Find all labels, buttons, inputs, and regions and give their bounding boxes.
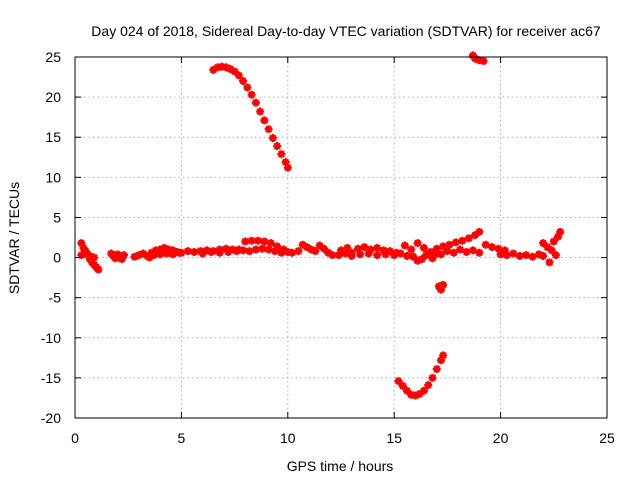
y-tick-label: -5	[49, 290, 62, 306]
data-point	[414, 239, 422, 247]
data-point	[269, 134, 277, 142]
data-point	[480, 57, 488, 65]
data-point	[420, 244, 428, 252]
x-tick-label: 15	[386, 430, 402, 446]
data-point	[260, 238, 268, 246]
y-tick-label: 10	[45, 169, 61, 185]
data-point	[94, 266, 102, 274]
data-point	[260, 116, 268, 124]
data-point	[539, 252, 547, 260]
data-point	[546, 258, 554, 266]
data-points	[77, 51, 564, 399]
y-tick-label: 25	[45, 49, 61, 65]
data-point	[120, 251, 128, 259]
y-tick-label: -15	[41, 370, 61, 386]
grid	[75, 57, 607, 418]
data-point	[243, 83, 251, 91]
data-point	[556, 228, 564, 236]
data-point	[207, 248, 215, 256]
data-point	[488, 243, 496, 251]
y-tick-label: 0	[53, 250, 61, 266]
series-positive-excursion	[209, 51, 487, 171]
y-tick-label: -10	[41, 330, 61, 346]
x-axis-title: GPS time / hours	[287, 458, 394, 474]
data-point	[256, 108, 264, 116]
series-near-zero-band	[77, 228, 564, 274]
axis-ticks: 0 5 10 15 20 25 -20 -15 -10 -5 0 5 10 15 20 25	[41, 49, 615, 446]
plot-frame	[75, 57, 607, 418]
data-point	[245, 247, 253, 255]
data-point	[373, 251, 381, 259]
data-point	[429, 374, 437, 382]
x-tick-label: 10	[280, 430, 296, 446]
data-point	[365, 250, 373, 258]
y-tick-label: 20	[45, 89, 61, 105]
data-point	[90, 254, 98, 262]
x-tick-label: 25	[599, 430, 615, 446]
data-point	[265, 246, 273, 254]
data-point	[433, 365, 441, 373]
data-point	[503, 251, 511, 259]
data-point	[382, 250, 390, 258]
data-point	[390, 251, 398, 259]
x-tick-label: 0	[71, 430, 79, 446]
data-point	[277, 150, 285, 158]
data-point	[463, 248, 471, 256]
data-point	[439, 351, 447, 359]
data-point	[552, 251, 560, 259]
data-point	[348, 252, 356, 260]
sdtvar-chart: 0 5 10 15 20 25 -20 -15 -10 -5 0 5 10 15 20 25 Day 024 …	[0, 0, 640, 480]
y-tick-label: 5	[53, 209, 61, 225]
data-point	[273, 142, 281, 150]
data-point	[277, 249, 285, 257]
data-point	[407, 246, 415, 254]
x-tick-label: 5	[178, 430, 186, 446]
data-point	[424, 381, 432, 389]
y-axis-title: SDTVAR / TECUs	[6, 182, 22, 294]
y-tick-label: -20	[41, 410, 61, 426]
data-point	[248, 91, 256, 99]
x-tick-label: 20	[493, 430, 509, 446]
data-point	[169, 250, 177, 258]
data-point	[288, 249, 296, 257]
data-point	[522, 251, 530, 259]
data-point	[265, 125, 273, 133]
data-point	[224, 248, 232, 256]
data-point	[252, 99, 260, 107]
y-tick-label: 15	[45, 129, 61, 145]
chart-title: Day 024 of 2018, Sidereal Day-to-day VTE…	[91, 23, 601, 39]
data-point	[356, 250, 364, 258]
data-point	[439, 281, 447, 289]
data-point	[401, 242, 409, 250]
data-point	[475, 228, 483, 236]
data-point	[284, 164, 292, 172]
series-negative-excursion	[394, 281, 447, 400]
data-point	[475, 249, 483, 257]
data-point	[335, 251, 343, 259]
data-point	[294, 247, 302, 255]
